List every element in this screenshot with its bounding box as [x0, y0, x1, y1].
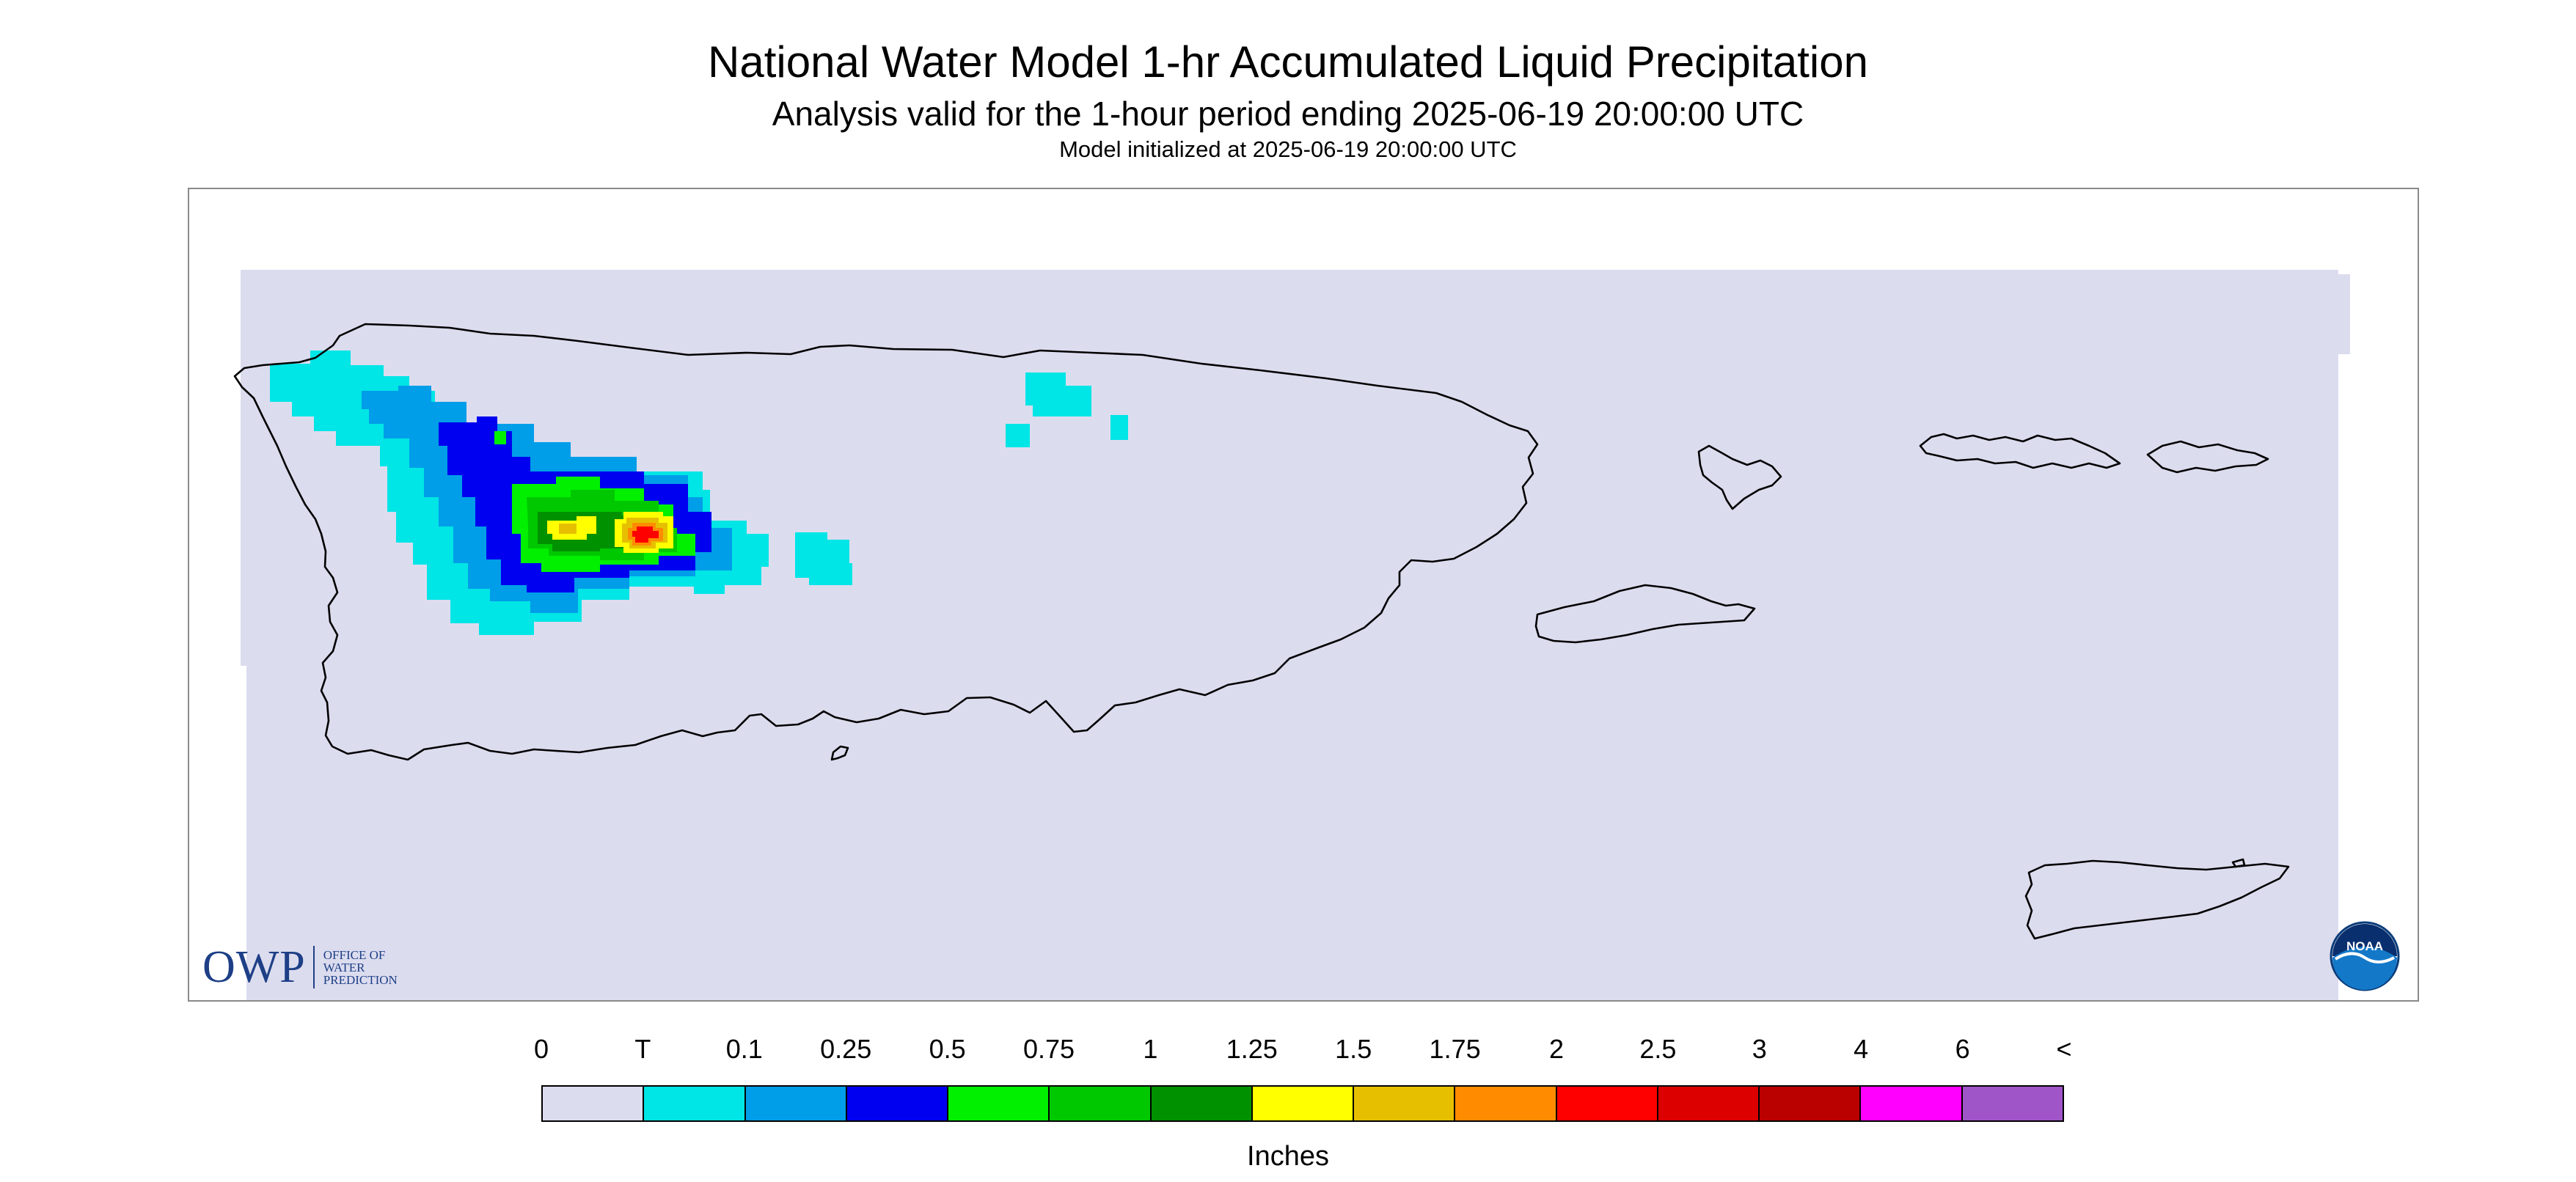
- owp-logo: OWP OFFICE OF WATER PREDICTION: [202, 941, 398, 993]
- owp-logo-letters: OWP: [202, 941, 306, 992]
- precip-cells: [270, 350, 1128, 635]
- map-frame: OWP OFFICE OF WATER PREDICTION NOAA: [188, 188, 2419, 1002]
- legend-swatch: [543, 1087, 645, 1120]
- legend-swatch: [1556, 1087, 1658, 1120]
- legend-swatch: [948, 1087, 1050, 1120]
- legend-swatch: [1151, 1087, 1253, 1120]
- legend-label: 0.25: [820, 1034, 872, 1064]
- legend-swatch: [1050, 1087, 1152, 1120]
- mona-island-outline: [830, 745, 849, 761]
- precip-cell: [632, 526, 659, 543]
- small-islet-outline: [2231, 858, 2246, 868]
- map-subtitle: Analysis valid for the 1-hour period end…: [772, 95, 1804, 133]
- legend-swatch: [745, 1087, 847, 1120]
- vieques-outline: [1534, 584, 1756, 644]
- precipitation-map: [233, 270, 2350, 1000]
- legend-swatch: [1861, 1087, 1963, 1120]
- noaa-logo-label: NOAA: [2346, 939, 2383, 953]
- legend-swatch: [846, 1087, 949, 1120]
- legend-label: 0: [533, 1034, 549, 1064]
- owp-logo-line2: WATER: [323, 960, 365, 974]
- st-croix-outline: [2024, 859, 2290, 940]
- legend-swatch: [1252, 1087, 1355, 1120]
- model-init-line: Model initialized at 2025-06-19 20:00:00…: [1059, 136, 1517, 162]
- legend-swatch: [1658, 1087, 1760, 1120]
- legend-label: 1.75: [1429, 1034, 1481, 1064]
- precip-cell: [1025, 372, 1091, 416]
- owp-logo-divider: [312, 946, 315, 988]
- legend-label: T: [634, 1034, 651, 1064]
- legend-label: 2.5: [1639, 1034, 1677, 1064]
- legend-units: Inches: [1247, 1141, 1329, 1172]
- legend-colorbar: [541, 1085, 2064, 1122]
- st-thomas-outline: [1919, 433, 2121, 469]
- legend-label: 6: [1955, 1034, 1970, 1064]
- noaa-logo: NOAA: [2330, 921, 2400, 991]
- legend-label: 2: [1548, 1034, 1565, 1064]
- legend-label: 4: [1854, 1034, 1869, 1064]
- legend-swatch: [644, 1087, 746, 1120]
- legend-label: 0.1: [725, 1034, 763, 1064]
- precip-cell: [559, 524, 577, 534]
- precip-cell: [1006, 424, 1030, 447]
- legend-swatch: [1354, 1087, 1456, 1120]
- puerto-rico-outline: [233, 323, 1539, 761]
- owp-logo-text: OFFICE OF WATER PREDICTION: [323, 949, 398, 986]
- legend-label: 0.5: [929, 1034, 966, 1064]
- st-john-outline: [2146, 440, 2269, 474]
- coastline-outlines: [233, 323, 2290, 940]
- owp-logo-line1: OFFICE OF: [323, 947, 386, 962]
- legend-labels: 0 T 0.1 0.25 0.5 0.75 1 1.25 1.5 1.75 2 2.5 3 4 6 <: [0, 1034, 2576, 1078]
- precip-cell: [1110, 415, 1128, 440]
- legend-label: 1: [1143, 1034, 1158, 1064]
- legend-label: 1.25: [1226, 1034, 1278, 1064]
- legend-swatch: [1760, 1087, 1862, 1120]
- legend-label: 3: [1752, 1034, 1767, 1064]
- culebra-outline: [1697, 444, 1782, 510]
- legend-label: 1.5: [1335, 1034, 1372, 1064]
- precip-cell: [494, 431, 506, 444]
- owp-logo-line3: PREDICTION: [323, 972, 398, 987]
- model-domain: [241, 270, 2350, 1000]
- legend-swatch: [1962, 1087, 2063, 1120]
- legend-swatch: [1455, 1087, 1557, 1120]
- legend-label: <: [2056, 1034, 2072, 1064]
- map-title: National Water Model 1-hr Accumulated Li…: [708, 37, 1868, 87]
- legend-label: 0.75: [1022, 1034, 1075, 1064]
- precip-cell: [795, 532, 852, 585]
